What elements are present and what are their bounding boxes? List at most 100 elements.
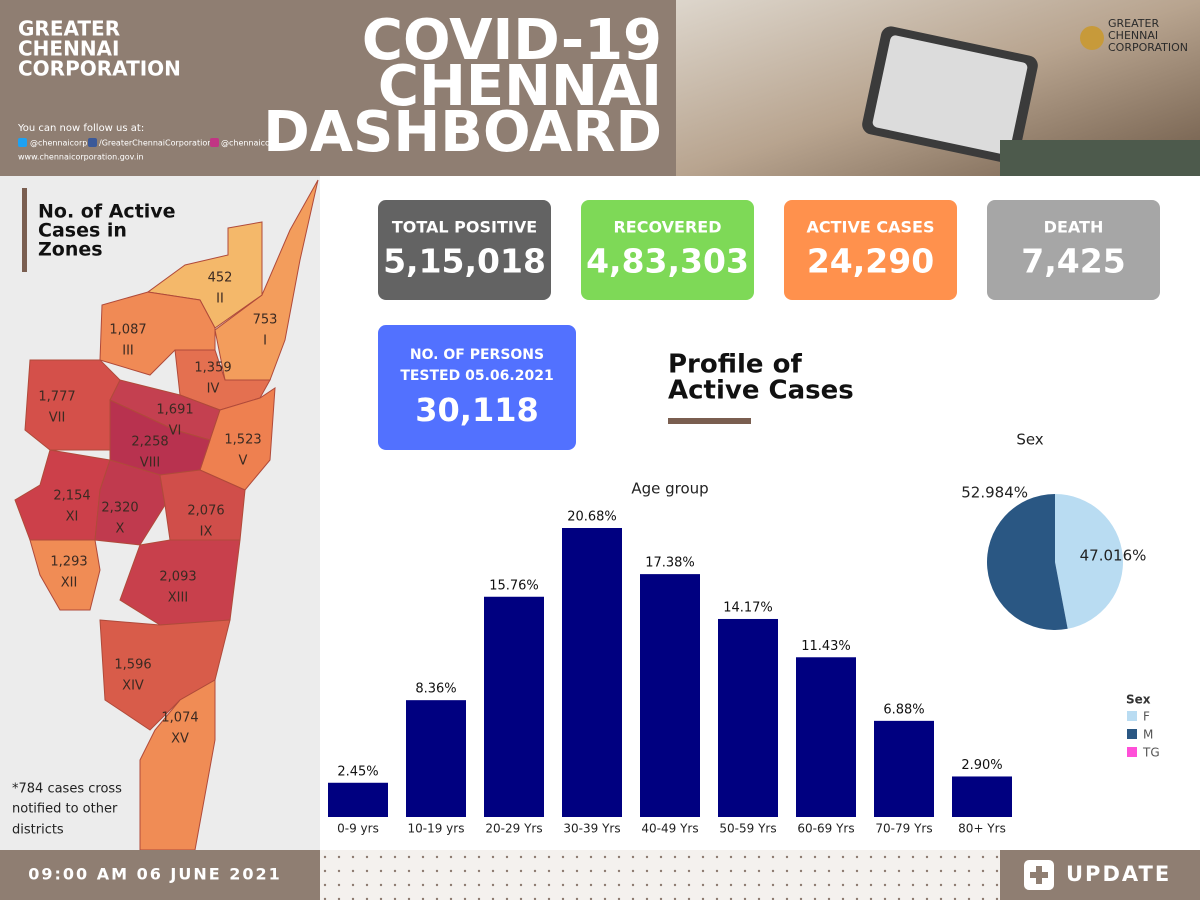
legend-swatch: [1127, 711, 1137, 721]
charts: Age group 2.45% 0-9 yrs 8.36% 10-19 yrs 15.76…: [328, 431, 1160, 836]
title-line: CHENNAI: [378, 54, 662, 119]
zone-VII: [24, 359, 121, 451]
pie-slice: [1055, 494, 1123, 629]
map-title-line: Zones: [38, 239, 103, 261]
zone-name: I: [263, 334, 267, 349]
bar-label: 6.88%: [883, 702, 924, 717]
stat-value: 4,83,303: [586, 242, 749, 281]
zone-value: 2,093: [159, 570, 196, 585]
tested-label: NO. OF PERSONS: [410, 347, 544, 363]
title-line: COVID-19: [362, 8, 662, 73]
bar-label: 8.36%: [415, 682, 456, 697]
twitter-handle: @chennaicorp: [30, 139, 87, 148]
zone-value: 452: [208, 271, 233, 286]
legend-label: M: [1143, 728, 1153, 742]
zone-name: VI: [169, 424, 182, 439]
logo-emblem: [1080, 26, 1104, 50]
footer-time: 09:00 AM 06 JUNE 2021: [28, 865, 282, 884]
x-tick-label: 50-59 Yrs: [719, 822, 776, 836]
bar: [640, 574, 700, 817]
zone-name: XIV: [122, 679, 144, 694]
map: [14, 179, 319, 851]
zone-name: XI: [66, 510, 79, 525]
main-title: COVID-19 CHENNAI DASHBOARD: [263, 8, 662, 165]
pie-label: 52.984%: [961, 484, 1028, 502]
zone-name: II: [216, 292, 224, 307]
zone-value: 2,076: [187, 504, 224, 519]
header-band: [0, 0, 676, 176]
zone-value: 753: [253, 313, 278, 328]
legend-swatch: [1127, 729, 1137, 739]
zone-name: V: [239, 454, 248, 469]
bar: [484, 596, 544, 817]
x-tick-label: 0-9 yrs: [337, 822, 379, 836]
stat-label: RECOVERED: [613, 218, 721, 237]
bar: [328, 782, 388, 817]
title-line: DASHBOARD: [263, 100, 662, 165]
stat-card: [581, 200, 754, 300]
logo-line: CORPORATION: [1108, 41, 1188, 54]
x-tick-label: 10-19 yrs: [408, 822, 465, 836]
legend-label: F: [1143, 710, 1150, 724]
legend-label: TG: [1142, 746, 1160, 760]
bar-label: 2.90%: [961, 758, 1002, 773]
map-note: *784 cases cross notified to other distr…: [12, 782, 122, 838]
zone-XII: [29, 539, 101, 611]
zone-name: VIII: [140, 456, 160, 471]
note-line: *784 cases cross: [12, 782, 122, 797]
tablet-screen: [872, 35, 1028, 155]
zone-value: 1,074: [161, 711, 198, 726]
instagram-handle: @chennaicorp: [221, 139, 278, 148]
stat-card: [987, 200, 1160, 300]
bar-label: 15.76%: [489, 578, 539, 593]
facebook-icon: [88, 138, 97, 147]
x-tick-label: 40-49 Yrs: [641, 822, 698, 836]
stat-label: DEATH: [1044, 218, 1104, 237]
zone-value: 1,596: [114, 658, 151, 673]
stat-card: [784, 200, 957, 300]
zone-labels: 452 II 753 I 1,087 III 1,359 IV 1,777 VII 1,691 VI 1…: [38, 271, 277, 747]
legend-title: Sex: [1126, 693, 1151, 707]
bar-label: 2.45%: [337, 764, 378, 779]
zone-value: 1,359: [194, 361, 231, 376]
stat-label: TOTAL POSITIVE: [392, 218, 537, 237]
stat-value: 24,290: [807, 242, 934, 281]
zone-name: VII: [49, 411, 66, 426]
stat-label: ACTIVE CASES: [807, 218, 935, 237]
legend-swatch: [1127, 747, 1137, 757]
map-title-line: Cases in: [38, 220, 127, 242]
zone-name: III: [122, 344, 134, 359]
books: [1000, 140, 1200, 176]
org-line: GREATER: [18, 17, 120, 41]
website: www.chennaicorporation.gov.in: [18, 153, 144, 162]
bar: [874, 720, 934, 817]
org-line: CHENNAI: [18, 37, 119, 61]
zone-value: 2,258: [131, 435, 168, 450]
stat-cards: TOTAL POSITIVE 5,15,018 RECOVERED 4,83,303 A…: [378, 200, 1160, 300]
stat-value: 7,425: [1021, 242, 1125, 281]
map-title-line: No. of Active: [38, 201, 176, 223]
chart-title: Sex: [1016, 431, 1043, 449]
map-title-bar: [22, 188, 27, 272]
x-tick-label: 60-69 Yrs: [797, 822, 854, 836]
bar-label: 20.68%: [567, 510, 617, 525]
facebook-handle: /GreaterChennaiCorporation: [99, 139, 212, 148]
pie-label: 47.016%: [1080, 547, 1147, 565]
note-line: districts: [12, 823, 64, 838]
x-tick-label: 20-29 Yrs: [485, 822, 542, 836]
update-button[interactable]: UPDATE: [1066, 862, 1171, 886]
tested: NO. OF PERSONS TESTED 05.06.2021 30,118: [400, 347, 553, 429]
zone-value: 1,691: [156, 403, 193, 418]
x-tick-label: 80+ Yrs: [958, 822, 1006, 836]
update-plus: [1030, 866, 1048, 884]
logo-line: CHENNAI: [1108, 29, 1158, 42]
tested-value: 30,118: [415, 391, 538, 429]
zone-name: IV: [207, 382, 220, 397]
zone-name: XV: [171, 732, 189, 747]
logo-line: GREATER: [1108, 17, 1159, 30]
zone-name: XIII: [168, 591, 188, 606]
profile-title-bar: [668, 418, 751, 424]
footer-dots: [320, 850, 1000, 900]
zone-value: 1,087: [109, 323, 146, 338]
